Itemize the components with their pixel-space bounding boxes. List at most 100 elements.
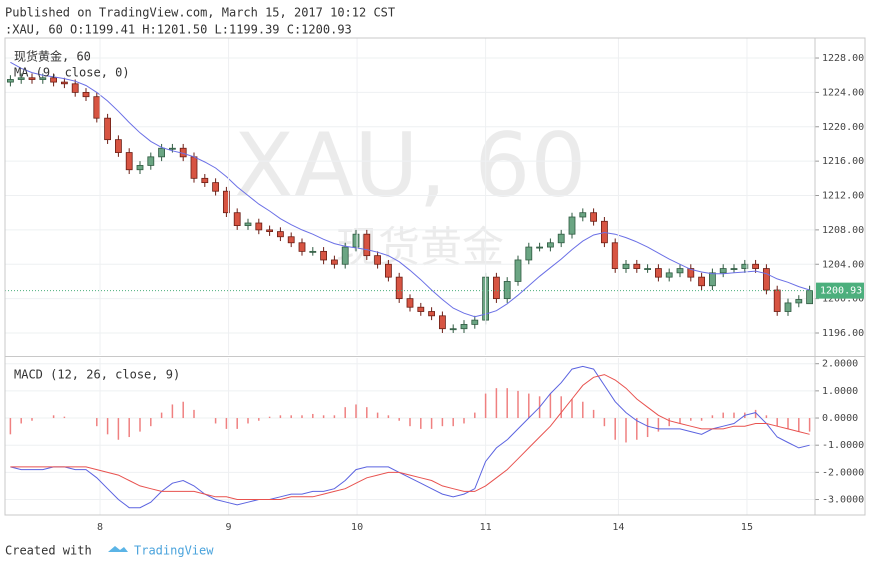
candle-body: [773, 289, 781, 312]
candle-body: [536, 246, 543, 249]
candle-body: [547, 242, 554, 248]
watermark: XAU, 60: [234, 114, 587, 217]
candle-body: [158, 147, 166, 158]
macd-legend: MACD (12, 26, close, 9): [14, 368, 180, 382]
frame: [4, 37, 866, 516]
candle-body: [514, 259, 522, 282]
candle-body: [471, 319, 479, 325]
candle-body: [374, 255, 382, 265]
y-tick-label: 1216.00: [822, 156, 864, 167]
y-tick-label: 1208.00: [822, 225, 864, 236]
x-tick-label: 9: [226, 522, 232, 533]
y-tick-label: 2.0000: [822, 359, 858, 370]
y-tick-label: 1228.00: [822, 53, 864, 64]
candle-body: [287, 236, 295, 244]
candle-body: [676, 268, 684, 274]
candle-body: [417, 306, 425, 312]
candle-body: [622, 263, 630, 269]
candle-body: [719, 268, 727, 274]
candle-body: [190, 156, 198, 179]
candle-body: [276, 231, 284, 238]
y-tick-label: 1220.00: [822, 122, 864, 133]
candle-body: [50, 77, 57, 83]
candle-body: [568, 216, 576, 235]
x-tick-label: 11: [480, 522, 492, 533]
candle-body: [763, 268, 770, 291]
candle-body: [687, 268, 695, 278]
candle-body: [168, 147, 176, 150]
candle-body: [125, 152, 133, 171]
candle-body: [795, 299, 803, 304]
candle-body: [579, 212, 587, 218]
y-tick-label: -2.0000: [822, 467, 864, 478]
series-line: [10, 365, 810, 509]
candle-body: [39, 77, 47, 80]
x-tick-label: 8: [97, 522, 103, 533]
candle-body: [395, 276, 403, 300]
created-with: Created with: [5, 544, 92, 558]
candle-body: [28, 77, 36, 80]
candle-body: [590, 212, 597, 222]
candle-body: [61, 81, 68, 85]
y-tick-label: 0.0000: [822, 413, 858, 424]
candle-body: [709, 272, 716, 287]
plot-layer: 1196.00 1200.00 1204.00 1208.00 1212.00 1216.…: [5, 38, 864, 533]
candle-body: [665, 272, 673, 278]
y-tick-label: 1224.00: [822, 87, 864, 98]
candle-body: [460, 324, 468, 330]
candle-body: [7, 79, 14, 83]
candle-body: [784, 302, 792, 312]
y-tick-label: -3.0000: [822, 495, 864, 506]
x-tick-label: 10: [351, 522, 363, 533]
candle-body: [330, 259, 338, 265]
candle-body: [557, 233, 565, 244]
candle-body: [449, 328, 457, 331]
candle-body: [384, 263, 392, 278]
candle-body: [104, 117, 111, 141]
y-tick-label: 1204.00: [822, 259, 864, 270]
y-tick-label: -1.0000: [822, 440, 864, 451]
candle-body: [730, 268, 738, 270]
candle-body: [806, 290, 813, 305]
candle-body: [363, 233, 371, 257]
y-tick-label: 1212.00: [822, 191, 864, 202]
x-tick-label: 14: [612, 522, 624, 533]
series-line: [10, 374, 810, 500]
candle-body: [644, 268, 651, 270]
candle-body: [298, 242, 306, 252]
candle-body: [492, 276, 500, 300]
candle-body: [341, 246, 349, 265]
brand-logo: [108, 546, 128, 552]
candle-body: [611, 242, 619, 269]
candle-body: [655, 268, 662, 278]
brand[interactable]: TradingView: [134, 544, 214, 558]
candle-body: [201, 177, 209, 184]
series-line: [10, 61, 810, 318]
candle-body: [136, 165, 144, 171]
candle-body: [406, 298, 414, 308]
candle-body: [698, 276, 705, 287]
candle-body: [17, 77, 25, 80]
candle-body: [93, 96, 101, 119]
candle-body: [503, 281, 511, 300]
candle-body: [320, 250, 328, 261]
candle-body: [352, 233, 360, 248]
last-price-label: 1200.93: [820, 286, 862, 297]
x-tick-label: 15: [741, 522, 753, 533]
candle-body: [115, 139, 122, 153]
candle-body: [244, 222, 252, 226]
candle-body: [266, 229, 274, 233]
candle-body: [438, 315, 446, 330]
candle-body: [741, 263, 749, 269]
y-tick-label: 1.0000: [822, 386, 858, 397]
ohlc-line: :XAU, 60 O:1199.41 H:1201.50 L:1199.39 C…: [5, 23, 352, 37]
candle-body: [212, 182, 220, 192]
candle-body: [222, 190, 230, 214]
candle-body: [428, 311, 436, 317]
candle-body: [147, 156, 155, 166]
candle-body: [71, 83, 79, 93]
ma-legend: MA (9, close, 0): [14, 66, 130, 80]
candle-body: [255, 222, 263, 231]
last-price-box: [816, 282, 864, 299]
